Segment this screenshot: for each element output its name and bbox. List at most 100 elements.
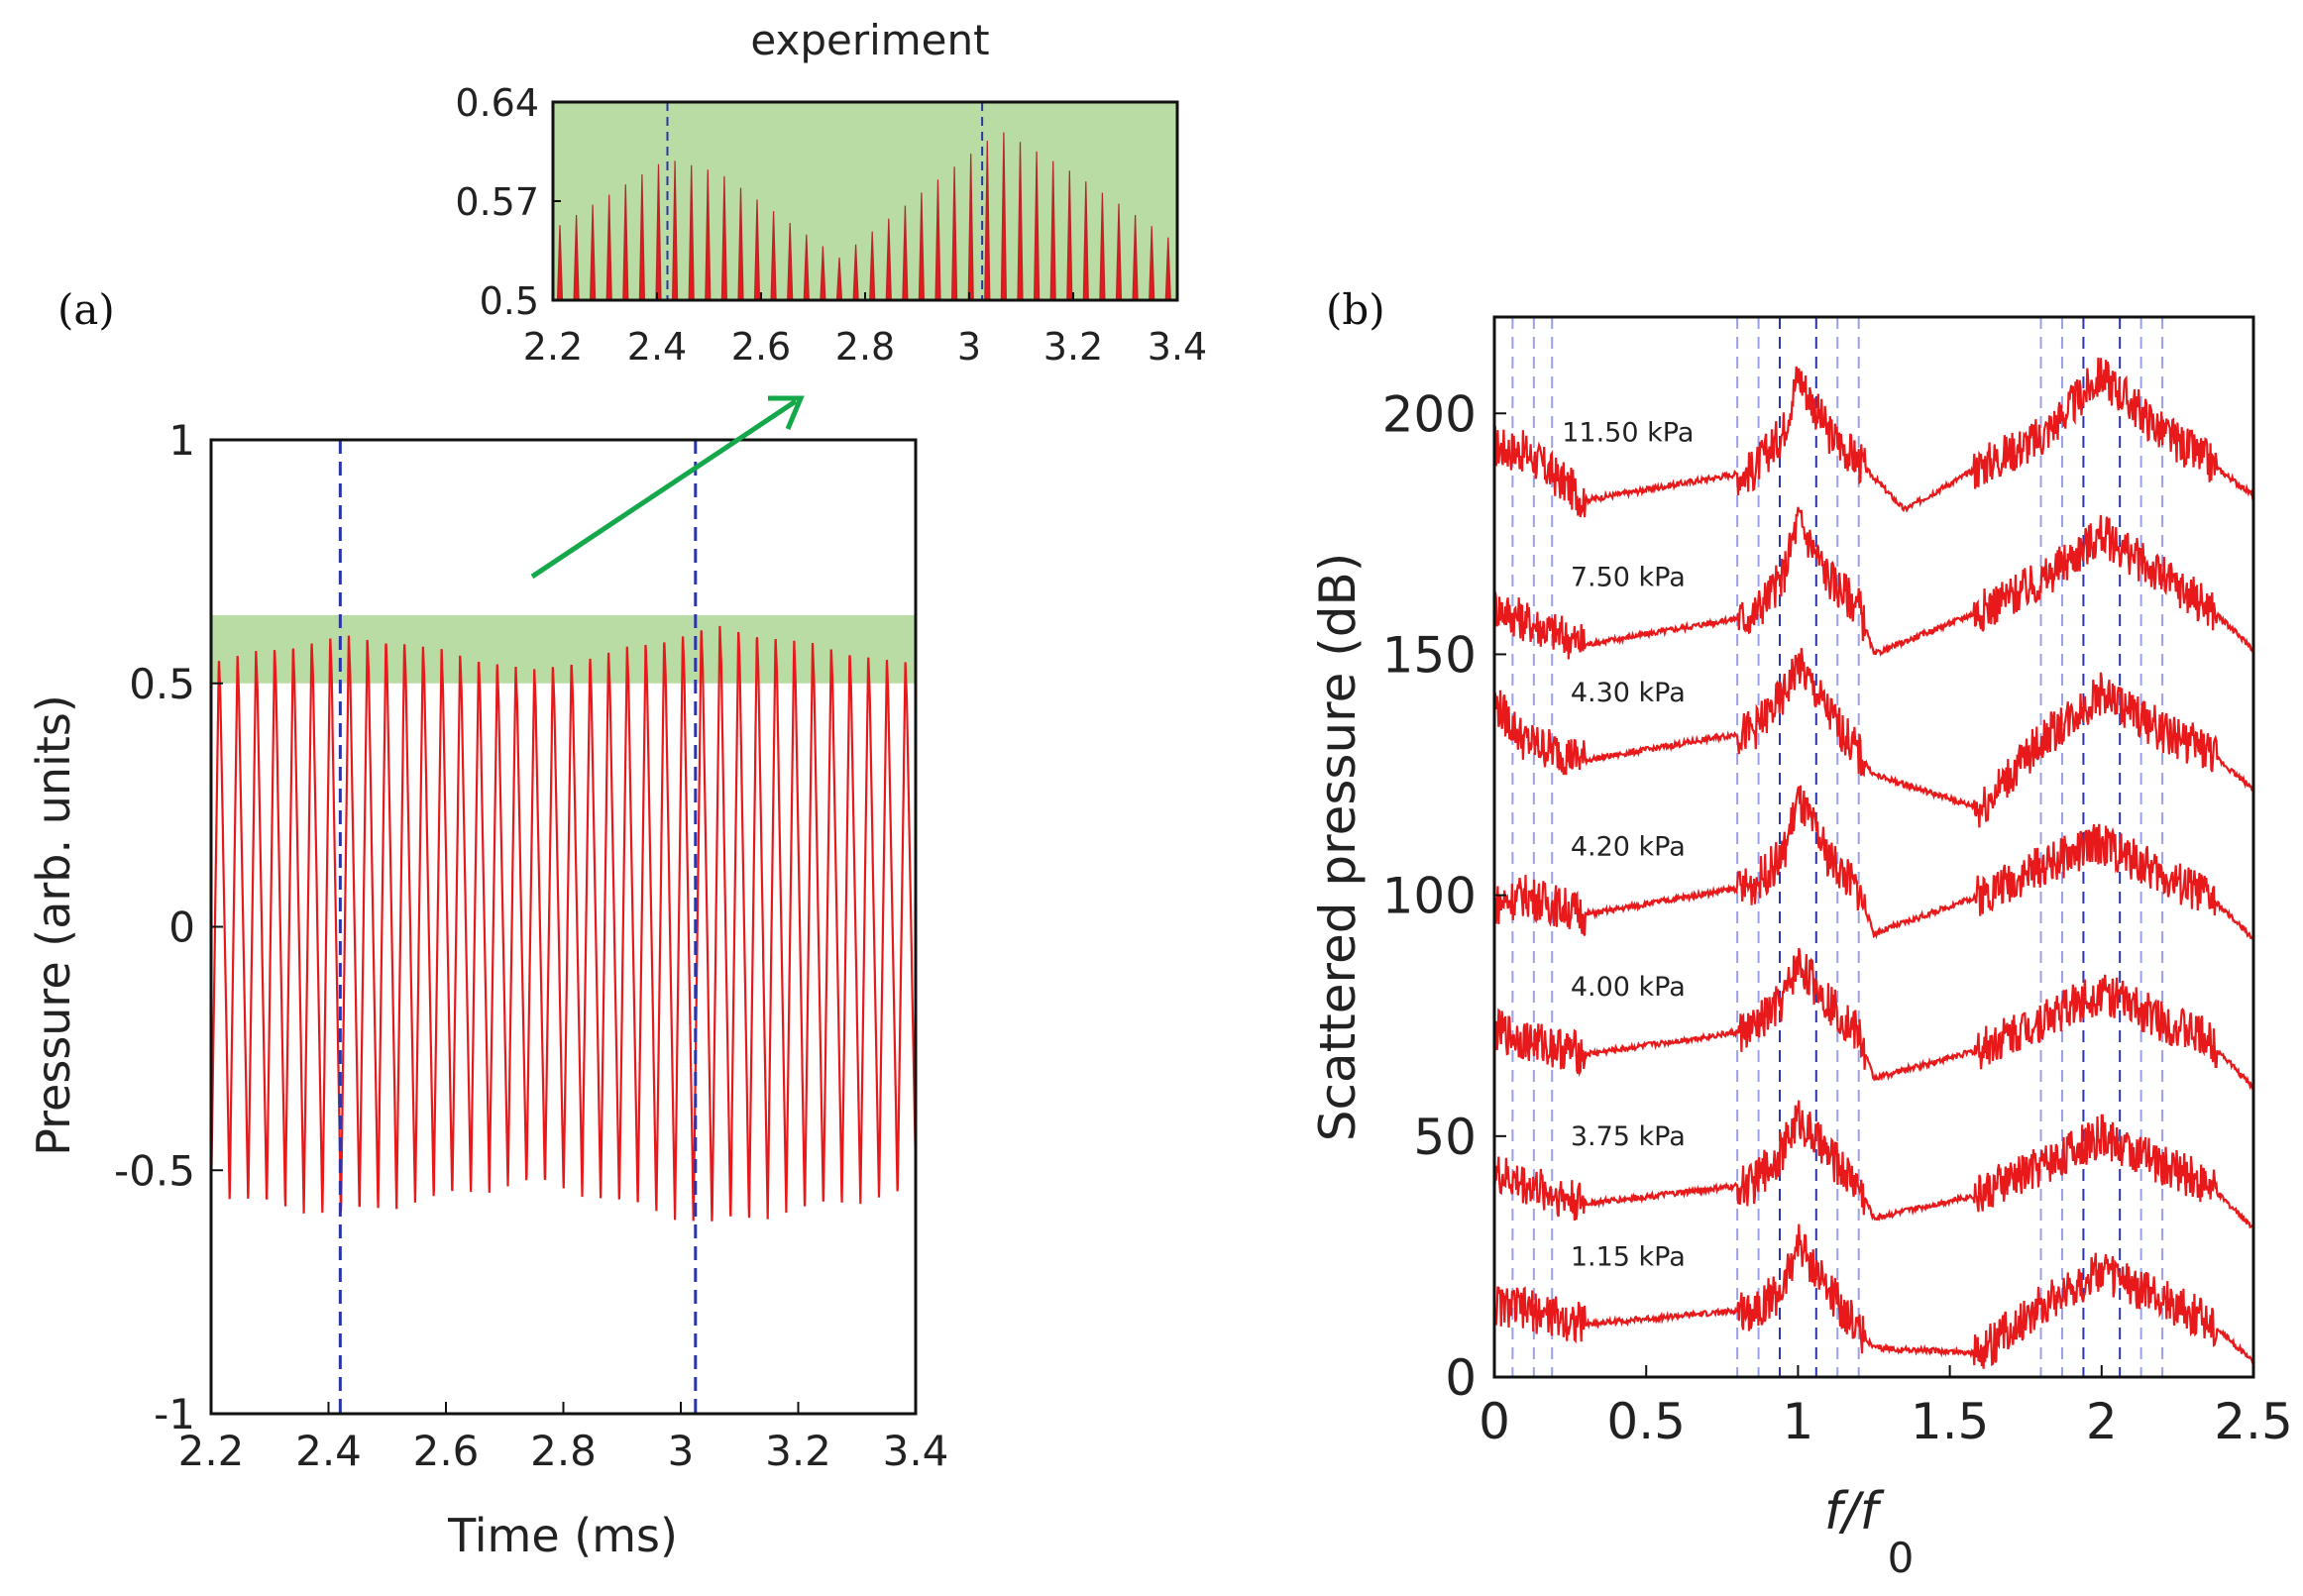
x-tick-label: 3.4 bbox=[883, 1427, 949, 1475]
inset-peak bbox=[737, 187, 744, 301]
y-tick-label: 0.5 bbox=[129, 660, 195, 708]
y-tick-label-b: 50 bbox=[1413, 1109, 1477, 1166]
inset-x-tick-label: 3 bbox=[957, 325, 981, 369]
x-tick-label: 2.4 bbox=[295, 1427, 362, 1475]
spectrum-line bbox=[1492, 947, 2255, 1092]
x-tick-label: 3 bbox=[668, 1427, 695, 1475]
y-tick-label: -0.5 bbox=[114, 1146, 195, 1195]
y-tick-label: -1 bbox=[154, 1390, 195, 1438]
inset-peak bbox=[902, 205, 909, 301]
panel-a-plot: 2.2 2.4 2.6 2.8 3 3.2 3.4 1 0.5 0 -0.5 -1 Time (ms… bbox=[27, 416, 948, 1562]
inset-signal bbox=[556, 132, 1171, 301]
inset-y-tick-label: 0.5 bbox=[480, 279, 539, 323]
y-axis-ticks-b: 0 50 100 150 200 bbox=[1382, 385, 1506, 1407]
inset-peak bbox=[638, 173, 645, 301]
inset-peak bbox=[869, 231, 876, 301]
x-axis-label: Time (ms) bbox=[447, 1509, 678, 1562]
panel-a-label: (a) bbox=[57, 285, 115, 334]
series-label: 4.00 kPa bbox=[1571, 972, 1686, 1003]
guide-lines bbox=[338, 440, 698, 1414]
inset-peak bbox=[1000, 132, 1007, 301]
inset-x-tick-label: 2.8 bbox=[835, 325, 895, 369]
inset-peak bbox=[967, 154, 974, 301]
spectra bbox=[1492, 357, 2255, 1369]
inset-x-tick-label: 3.2 bbox=[1043, 325, 1103, 369]
inset-x-tick-label: 3.4 bbox=[1148, 325, 1207, 369]
x-tick-label-b: 1.5 bbox=[1911, 1393, 1990, 1450]
inset-peak bbox=[1115, 203, 1123, 301]
inset-x-tick-label: 2.2 bbox=[523, 325, 583, 369]
inset-peak bbox=[590, 204, 597, 301]
inset-peak bbox=[1049, 160, 1056, 301]
inset-peak bbox=[885, 218, 892, 301]
inset-peak bbox=[934, 179, 941, 301]
spectrum-line bbox=[1492, 1224, 2254, 1369]
inset-peak bbox=[655, 163, 662, 301]
y-axis-label-b: Scattered pressure (dB) bbox=[1309, 553, 1367, 1142]
spectrum-line bbox=[1492, 506, 2254, 660]
x-tick-label-b: 1 bbox=[1782, 1393, 1813, 1450]
x-tick-label-b: 2 bbox=[2086, 1393, 2118, 1450]
inset-x-axis-ticks: 2.2 2.4 2.6 2.8 3 3.2 3.4 bbox=[523, 292, 1207, 369]
inset-peak bbox=[787, 222, 794, 301]
inset-guide-lines bbox=[666, 102, 984, 300]
y-tick-label-b: 200 bbox=[1382, 385, 1477, 443]
x-tick-label-b: 2.5 bbox=[2214, 1393, 2293, 1450]
inset-peak bbox=[770, 211, 777, 301]
pressure-signal bbox=[209, 625, 918, 1222]
x-tick-label: 2.8 bbox=[530, 1427, 597, 1475]
series-labels: 11.50 kPa 7.50 kPa 4.30 kPa 4.20 kPa 4.00 kP… bbox=[1562, 417, 1694, 1272]
inset-peak bbox=[820, 246, 826, 301]
inset-peak bbox=[705, 169, 712, 301]
x-tick-label-b: 0.5 bbox=[1606, 1393, 1686, 1450]
inset-peak bbox=[835, 257, 843, 301]
y-tick-label-b: 0 bbox=[1445, 1349, 1477, 1407]
y-tick-label-b: 100 bbox=[1382, 868, 1477, 925]
highlight-band bbox=[211, 614, 916, 684]
inset-peak bbox=[918, 192, 925, 301]
y-tick-label-b: 150 bbox=[1382, 626, 1477, 684]
x-axis-label-subscript: 0 bbox=[1888, 1534, 1915, 1582]
inset-peak bbox=[688, 164, 695, 301]
inset-peak bbox=[951, 166, 958, 301]
spectrum-line bbox=[1493, 357, 2254, 518]
inset-peak bbox=[1099, 192, 1106, 301]
inset-peak bbox=[1082, 181, 1089, 301]
inset-y-tick-label: 0.64 bbox=[455, 81, 539, 125]
inset-peak bbox=[1132, 214, 1139, 301]
inset-x-tick-label: 2.4 bbox=[627, 325, 687, 369]
x-axis-ticks: 2.2 2.4 2.6 2.8 3 3.2 3.4 bbox=[178, 1402, 949, 1475]
inset-peak bbox=[852, 244, 859, 301]
y-tick-label: 0 bbox=[168, 904, 195, 952]
spectrum-line bbox=[1492, 647, 2254, 828]
inset-peak bbox=[1017, 142, 1024, 301]
inset-y-tick-label: 0.57 bbox=[455, 180, 539, 224]
inset-title: experiment bbox=[750, 16, 989, 64]
y-tick-label: 1 bbox=[168, 416, 195, 465]
inset-peak bbox=[753, 199, 761, 301]
inset-y-axis-ticks: 0.64 0.57 0.5 bbox=[455, 81, 561, 323]
spectrum-line bbox=[1492, 785, 2255, 940]
inset-x-tick-label: 2.6 bbox=[731, 325, 791, 369]
series-label: 3.75 kPa bbox=[1571, 1121, 1686, 1152]
inset-peak bbox=[1164, 237, 1171, 301]
inset-peak bbox=[984, 140, 991, 301]
x-axis-label-b: f/f bbox=[1824, 1482, 1885, 1542]
inset-peak bbox=[672, 160, 679, 301]
plot-frame-b bbox=[1492, 315, 2255, 1379]
inset-peak bbox=[622, 184, 629, 301]
inset-peak bbox=[1149, 226, 1155, 301]
x-tick-label-b: 0 bbox=[1479, 1393, 1510, 1450]
inset-peak bbox=[1066, 170, 1073, 301]
inset-peak bbox=[605, 194, 612, 301]
x-tick-label: 2.2 bbox=[178, 1427, 245, 1475]
x-tick-label: 3.2 bbox=[765, 1427, 831, 1475]
signal-line bbox=[209, 625, 918, 1222]
panel-b-label: (b) bbox=[1326, 285, 1385, 334]
x-axis-ticks-b: 0 0.5 1 1.5 2 2.5 bbox=[1479, 1365, 2293, 1450]
inset-peak bbox=[573, 214, 580, 301]
zoom-arrow bbox=[530, 395, 805, 580]
panel-b-plot: 11.50 kPa 7.50 kPa 4.30 kPa 4.20 kPa 4.00 kP… bbox=[1309, 315, 2293, 1582]
x-tick-label: 2.6 bbox=[413, 1427, 480, 1475]
